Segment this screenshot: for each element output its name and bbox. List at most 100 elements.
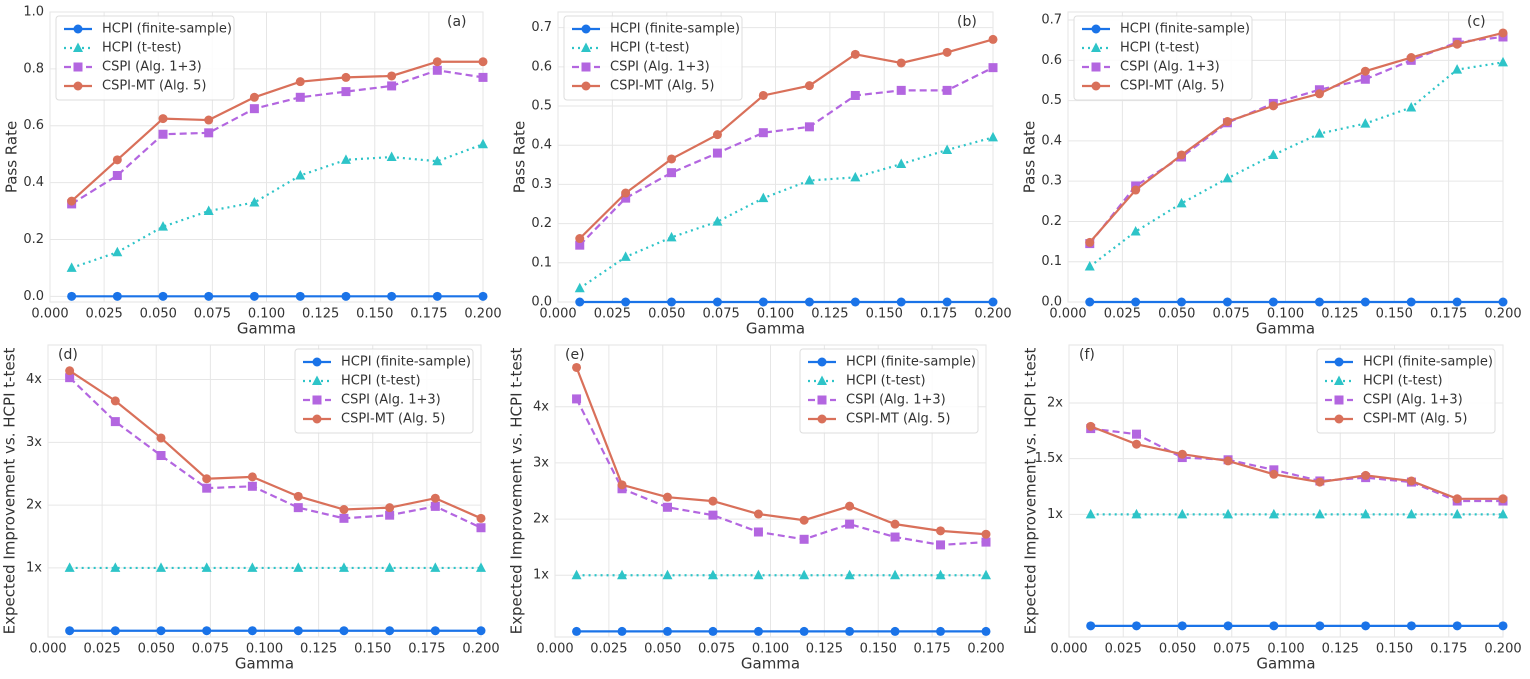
marker bbox=[1315, 621, 1325, 631]
x-axis-label: Gamma bbox=[1256, 320, 1315, 338]
marker bbox=[156, 562, 167, 572]
marker bbox=[386, 151, 397, 161]
marker bbox=[339, 505, 349, 515]
marker bbox=[1130, 226, 1141, 236]
marker bbox=[1406, 297, 1416, 307]
legend: HCPI (finite-sample) HCPI (t-test) CSPI (A… bbox=[799, 348, 979, 434]
marker bbox=[712, 130, 722, 140]
marker bbox=[1360, 74, 1370, 84]
marker bbox=[845, 519, 855, 529]
x-tick-label: 0.050 bbox=[140, 307, 177, 322]
panel-annotation: (b) bbox=[957, 14, 977, 30]
legend: HCPI (finite-sample) HCPI (t-test) CSPI (A… bbox=[1316, 348, 1496, 434]
marker bbox=[1334, 414, 1344, 424]
legend-label: HCPI (finite-sample) bbox=[341, 355, 471, 370]
marker bbox=[581, 62, 591, 72]
marker bbox=[753, 509, 763, 519]
marker bbox=[249, 196, 260, 207]
marker bbox=[621, 188, 631, 198]
marker bbox=[1452, 64, 1463, 74]
legend-box bbox=[1073, 15, 1253, 101]
x-axis-label: Gamma bbox=[1256, 655, 1315, 673]
marker bbox=[817, 395, 827, 405]
marker bbox=[1314, 128, 1325, 138]
marker bbox=[1360, 508, 1371, 519]
marker bbox=[662, 569, 673, 580]
marker bbox=[667, 154, 677, 164]
x-tick-label: 0.000 bbox=[31, 307, 68, 322]
marker bbox=[981, 569, 991, 580]
marker bbox=[158, 114, 168, 124]
marker bbox=[662, 626, 672, 636]
marker bbox=[890, 626, 900, 636]
x-tick-label: 0.100 bbox=[752, 642, 789, 657]
marker bbox=[156, 433, 166, 443]
x-tick-label: 0.175 bbox=[1430, 307, 1467, 322]
marker bbox=[476, 513, 486, 523]
legend: HCPI (finite-sample) HCPI (t-test) CSPI (A… bbox=[1073, 15, 1253, 101]
y-tick-label: 0.8 bbox=[23, 61, 44, 76]
marker bbox=[1177, 449, 1187, 459]
marker bbox=[1361, 621, 1371, 631]
marker bbox=[666, 231, 677, 242]
legend-label: HCPI (t-test) bbox=[102, 41, 182, 56]
marker bbox=[667, 168, 677, 178]
marker bbox=[476, 562, 486, 572]
marker bbox=[158, 221, 169, 231]
series-line bbox=[578, 38, 994, 240]
y-axis-label: Pass Rate bbox=[3, 121, 21, 193]
x-tick-label: 0.150 bbox=[1376, 307, 1413, 322]
marker bbox=[1360, 66, 1370, 76]
subplot: 0.000 0.025 0.050 0.075 0.100 0.125 0.150 0.175… bbox=[1, 344, 500, 673]
marker bbox=[312, 414, 322, 424]
y-tick-label: 0.5 bbox=[531, 99, 552, 114]
marker bbox=[799, 515, 809, 525]
y-axis-label: Expected Improvement vs. HCPI t-test bbox=[508, 348, 526, 635]
marker bbox=[1268, 149, 1279, 159]
marker bbox=[1222, 172, 1233, 183]
marker bbox=[387, 81, 397, 91]
marker bbox=[1406, 621, 1416, 631]
y-tick-label: 2x bbox=[533, 512, 549, 527]
marker bbox=[73, 62, 83, 72]
marker bbox=[1268, 508, 1279, 519]
marker bbox=[1498, 494, 1508, 504]
marker bbox=[1222, 297, 1232, 307]
marker bbox=[1360, 118, 1371, 128]
marker bbox=[890, 569, 901, 580]
marker bbox=[293, 562, 304, 572]
marker bbox=[572, 626, 582, 636]
series-line bbox=[68, 376, 482, 529]
legend-label: HCPI (t-test) bbox=[1120, 41, 1200, 56]
x-tick-label: 0.150 bbox=[1376, 642, 1413, 657]
x-tick-label: 0.000 bbox=[29, 642, 66, 657]
y-tick-label: 0.7 bbox=[531, 20, 552, 35]
marker bbox=[432, 155, 443, 166]
x-axis-label: Gamma bbox=[741, 655, 800, 673]
x-tick-label: 0.200 bbox=[1484, 642, 1521, 657]
x-tick-label: 0.175 bbox=[914, 642, 951, 657]
marker bbox=[1223, 456, 1233, 466]
marker bbox=[249, 291, 259, 301]
marker bbox=[478, 57, 488, 67]
marker bbox=[312, 395, 322, 405]
marker bbox=[247, 626, 257, 636]
marker bbox=[1498, 508, 1508, 519]
marker bbox=[110, 562, 121, 572]
marker bbox=[1085, 508, 1096, 519]
x-tick-label: 0.000 bbox=[536, 642, 573, 657]
marker bbox=[581, 81, 591, 91]
marker bbox=[65, 626, 75, 636]
marker bbox=[293, 503, 303, 513]
marker bbox=[1131, 439, 1141, 449]
y-axis-label: Pass Rate bbox=[511, 121, 529, 193]
marker bbox=[158, 129, 168, 139]
legend: HCPI (finite-sample) HCPI (t-test) CSPI (A… bbox=[294, 348, 474, 434]
legend-label: HCPI (finite-sample) bbox=[1363, 355, 1493, 370]
panel-annotation: (d) bbox=[58, 347, 78, 363]
x-tick-label: 0.200 bbox=[967, 642, 1004, 657]
marker bbox=[202, 474, 212, 484]
legend-label: CSPI-MT (Alg. 5) bbox=[610, 79, 714, 94]
x-tick-label: 0.075 bbox=[1213, 307, 1250, 322]
legend-label: CSPI-MT (Alg. 5) bbox=[341, 412, 445, 427]
